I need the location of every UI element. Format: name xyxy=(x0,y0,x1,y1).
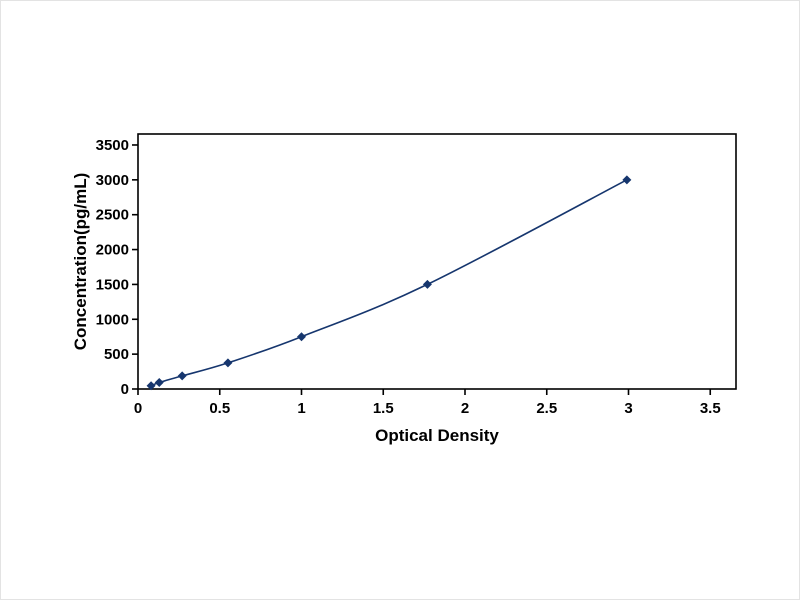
data-point-marker xyxy=(223,358,233,368)
x-tick-label: 1.5 xyxy=(373,400,394,417)
y-tick-label: 3500 xyxy=(96,137,129,154)
x-tick-label: 1 xyxy=(297,400,305,417)
x-tick-label: 2 xyxy=(461,400,469,417)
y-tick-label: 2500 xyxy=(96,207,129,224)
y-axis-label: Concentration(pg/mL) xyxy=(71,173,90,351)
plot-area: 0 0.5 1 1.5 2 2.5 3 3.5 0 500 1000 1500 2000 2500 3000… xyxy=(96,133,737,417)
x-axis-label: Optical Density xyxy=(375,426,499,445)
y-tick-label: 500 xyxy=(104,346,129,363)
data-point-marker xyxy=(146,381,156,391)
x-tick-label: 0.5 xyxy=(209,400,230,417)
y-tick-label: 0 xyxy=(121,381,129,398)
y-tick-label: 1500 xyxy=(96,276,129,293)
data-point-marker xyxy=(422,279,432,289)
x-tick-label: 2.5 xyxy=(536,400,557,417)
x-tick-label: 0 xyxy=(134,400,142,417)
y-tick-label: 1000 xyxy=(96,311,129,328)
data-point-marker xyxy=(154,377,164,387)
x-tick-label: 3 xyxy=(624,400,632,417)
data-point-marker xyxy=(177,371,187,381)
y-tick-label: 3000 xyxy=(96,172,129,189)
plot-border xyxy=(137,133,737,390)
x-tick-label: 3.5 xyxy=(700,400,721,417)
y-tick-label: 2000 xyxy=(96,242,129,259)
data-point-marker xyxy=(296,332,306,342)
data-point-marker xyxy=(622,175,632,185)
